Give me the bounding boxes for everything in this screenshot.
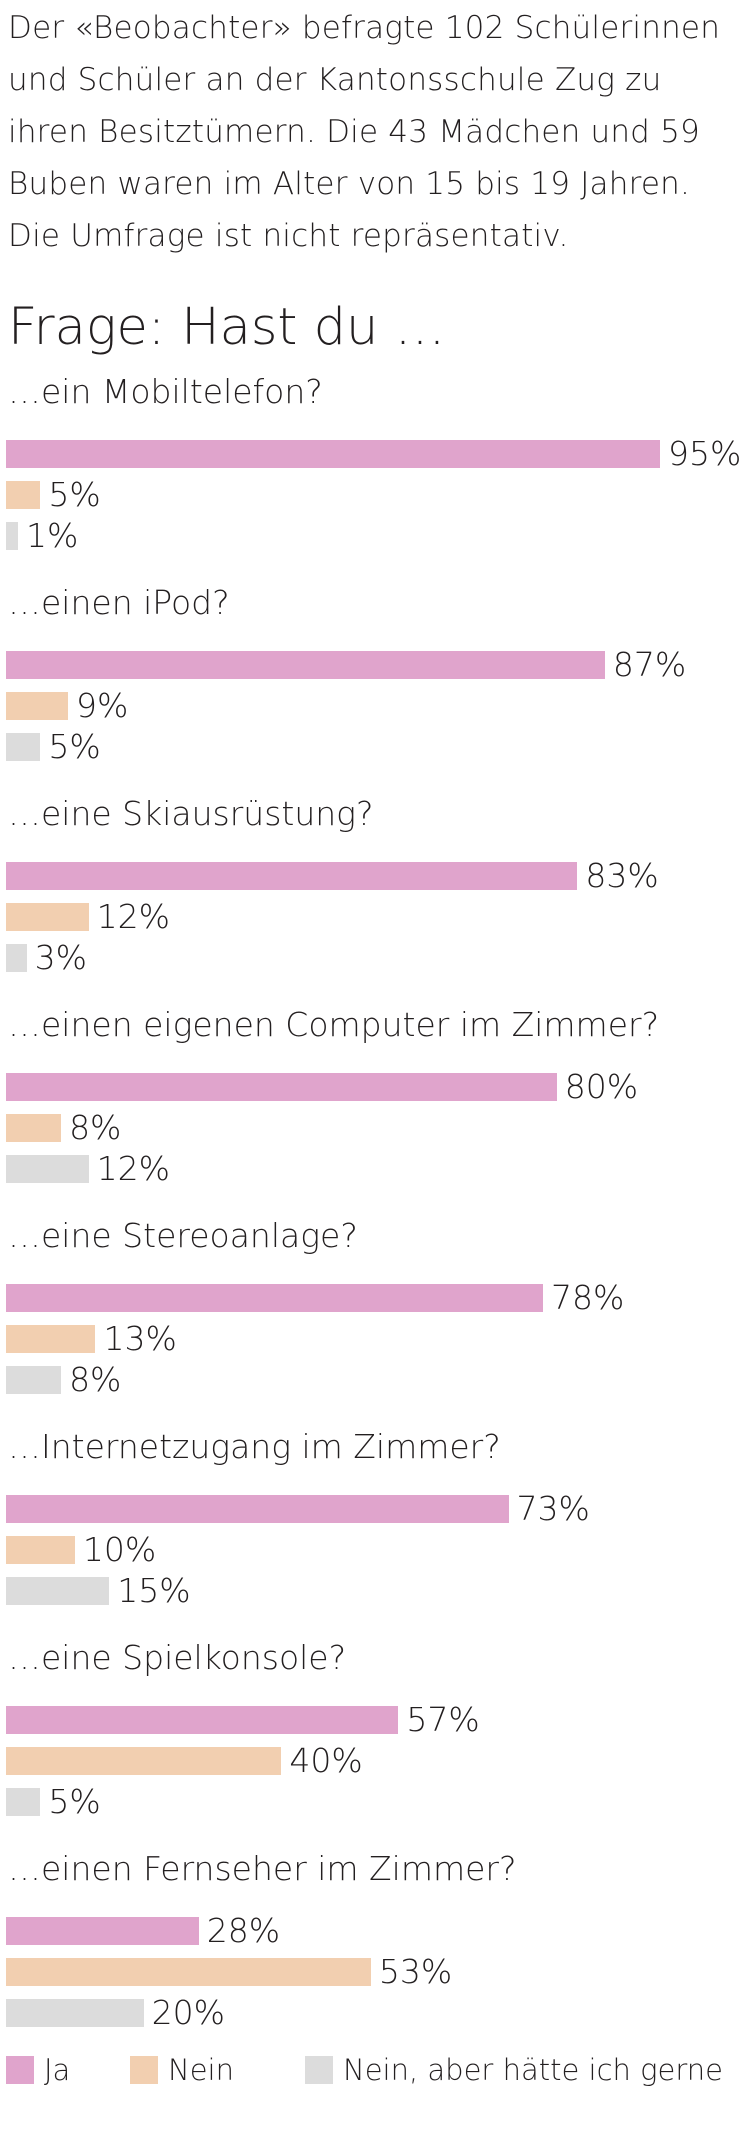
bar-ja — [6, 862, 578, 890]
legend-swatch-ja — [6, 2056, 34, 2084]
bar-ja — [6, 440, 660, 468]
value-label-nein-gerne: 3% — [34, 938, 87, 977]
legend-item-nein-gerne: Nein, aber hätte ich gerne — [305, 2050, 723, 2090]
bar-ja — [6, 1917, 199, 1945]
bar-nein — [6, 1325, 96, 1353]
value-label-nein: 10% — [82, 1530, 157, 1569]
value-label-ja: 28% — [206, 1911, 281, 1950]
value-label-nein: 8% — [69, 1108, 122, 1147]
bar-ja — [6, 1495, 509, 1523]
value-label-nein-gerne: 12% — [96, 1149, 170, 1188]
value-label-nein-gerne: 1% — [26, 516, 79, 555]
value-label-ja: 95% — [668, 434, 742, 473]
bar-nein-gerne — [6, 944, 27, 972]
question-label: …einen iPod? — [8, 583, 230, 622]
value-label-ja: 78% — [550, 1278, 625, 1317]
value-label-ja: 80% — [564, 1067, 639, 1106]
value-label-ja: 83% — [585, 856, 659, 895]
value-label-nein: 53% — [378, 1952, 453, 1991]
question-label: …eine Stereoanlage? — [8, 1216, 358, 1255]
legend-swatch-nein-gerne — [305, 2056, 333, 2084]
bar-nein — [6, 1536, 75, 1564]
legend-label-nein: Nein — [168, 2053, 234, 2087]
value-label-nein: 40% — [289, 1741, 363, 1780]
legend-item-ja: Ja — [6, 2050, 70, 2090]
bar-nein-gerne — [6, 1577, 110, 1605]
bar-nein — [6, 1747, 282, 1775]
bar-ja — [6, 1706, 399, 1734]
value-label-nein-gerne: 20% — [151, 1993, 226, 2032]
value-label-nein-gerne: 8% — [69, 1360, 122, 1399]
value-label-nein-gerne: 5% — [48, 727, 101, 766]
bar-nein-gerne — [6, 1366, 62, 1394]
question-label: …einen eigenen Computer im Zimmer? — [8, 1005, 660, 1044]
value-label-nein-gerne: 15% — [117, 1571, 191, 1610]
bar-nein-gerne — [6, 1788, 41, 1816]
value-label-ja: 57% — [406, 1700, 480, 1739]
question-label: …eine Spielkonsole? — [8, 1638, 347, 1677]
bar-nein-gerne — [6, 733, 41, 761]
value-label-nein-gerne: 5% — [48, 1782, 101, 1821]
bar-nein — [6, 1958, 371, 1986]
value-label-nein: 13% — [103, 1319, 177, 1358]
legend: Ja Nein Nein, aber hätte ich gerne — [0, 2050, 755, 2090]
bar-nein — [6, 481, 41, 509]
legend-label-nein-gerne: Nein, aber hätte ich gerne — [343, 2053, 724, 2087]
question-label: …ein Mobiltelefon? — [8, 372, 323, 411]
bar-nein-gerne — [6, 1155, 89, 1183]
value-label-nein: 5% — [48, 475, 101, 514]
value-label-ja: 87% — [612, 645, 687, 684]
legend-item-nein: Nein — [130, 2050, 234, 2090]
question-label: …Internetzugang im Zimmer? — [8, 1427, 501, 1466]
value-label-nein: 12% — [96, 897, 170, 936]
bar-ja — [6, 1073, 557, 1101]
question-label: …einen Fernseher im Zimmer? — [8, 1849, 517, 1888]
value-label-nein: 9% — [75, 686, 129, 725]
question-label: …eine Skiausrüstung? — [8, 794, 374, 833]
bar-nein-gerne — [6, 522, 18, 550]
bar-nein — [6, 903, 89, 931]
bar-nein — [6, 1114, 62, 1142]
value-label-ja: 73% — [516, 1489, 590, 1528]
legend-swatch-nein — [130, 2056, 158, 2084]
bar-nein — [6, 692, 68, 720]
bar-nein-gerne — [6, 1999, 144, 2027]
bar-ja — [6, 1284, 543, 1312]
chart-title: Frage: Hast du … — [8, 298, 446, 357]
legend-label-ja: Ja — [44, 2053, 71, 2087]
intro-text: Der «Beobachter» befragte 102 Schülerinn… — [8, 10, 721, 254]
bar-ja — [6, 651, 605, 679]
